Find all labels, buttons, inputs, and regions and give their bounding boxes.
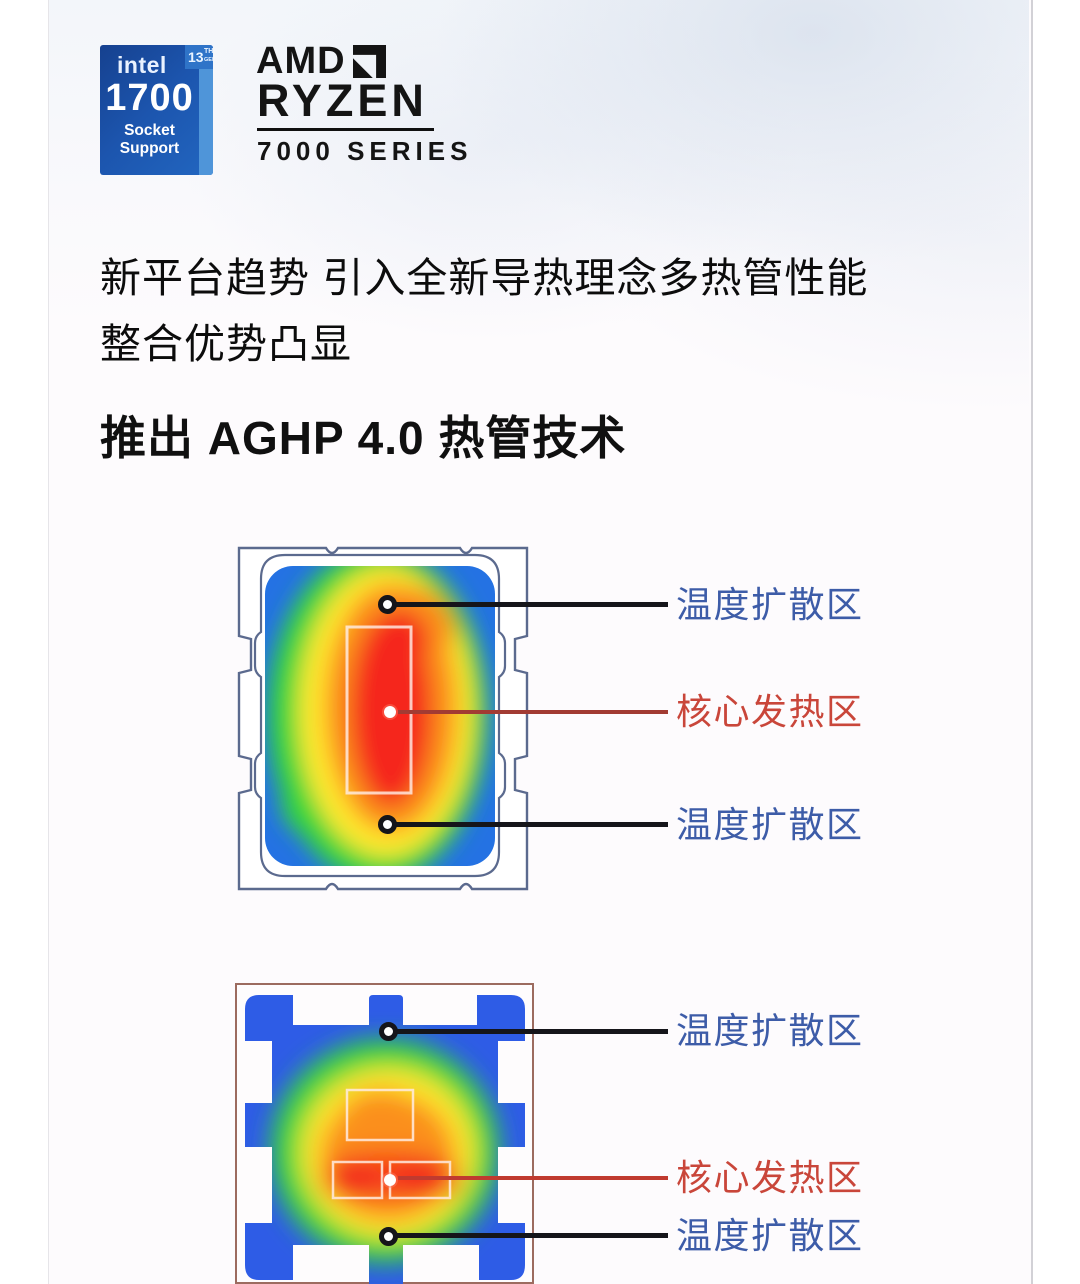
intel-brand-label: intel: [117, 52, 167, 78]
fig1-middle-callout-line: [398, 710, 668, 714]
socket-support-label: Socket Support: [119, 122, 180, 157]
fig1-top-callout-dot: [378, 595, 397, 614]
socket-number: 1700: [105, 77, 194, 119]
intel-socket-badge: intel 13 TH GEN 1700 Socket Support: [100, 45, 213, 175]
fig2-label-core-hot-zone: 核心发热区: [676, 1157, 864, 1198]
cpu-thermal-diagram-lga1700: [233, 540, 533, 895]
intro-text-line1: 新平台趋势 引入全新导热理念多热管性能: [100, 255, 869, 301]
gen-number: 13: [188, 49, 204, 65]
amd-ryzen-logo: AMD RYZEN 7000 SERIES: [256, 40, 476, 166]
amd-brand-row: AMD: [256, 40, 386, 82]
fig1-middle-callout-dot: [384, 706, 396, 718]
ryzen-series-label: RYZEN: [257, 75, 428, 126]
fig1-top-callout-line: [396, 602, 668, 607]
amd-brand-label: AMD: [256, 40, 346, 82]
fig2-label-heat-spread-bottom: 温度扩散区: [676, 1215, 864, 1256]
fig2-bottom-callout-dot: [379, 1227, 398, 1246]
gen-word: GEN: [204, 57, 213, 63]
fig1-label-core-hot-zone: 核心发热区: [676, 691, 864, 732]
amd-arrow-icon: [352, 44, 386, 78]
fig1-label-heat-spread-top: 温度扩散区: [676, 584, 864, 625]
badge-accent-strip: [199, 69, 213, 175]
fig2-top-callout-line: [397, 1029, 668, 1034]
badge-main: 1700 Socket Support: [100, 77, 199, 158]
content-card: [48, 0, 1033, 1284]
intel-gen-box: 13 TH GEN: [185, 45, 213, 69]
intro-text-line2: 整合优势凸显: [100, 321, 352, 367]
fig1-bottom-callout-line: [396, 822, 668, 827]
fig2-middle-callout-line: [398, 1176, 668, 1180]
page-title: 推出 AGHP 4.0 热管技术: [100, 412, 627, 464]
7000-series-label: 7000 SERIES: [257, 136, 473, 166]
gen-suffix: TH: [204, 48, 213, 55]
fig1-label-heat-spread-bottom: 温度扩散区: [676, 804, 864, 845]
fig2-top-callout-dot: [379, 1022, 398, 1041]
logo-divider: [257, 128, 434, 131]
fig1-bottom-callout-dot: [378, 815, 397, 834]
fig2-label-heat-spread-top: 温度扩散区: [676, 1010, 864, 1051]
fig2-middle-callout-dot: [384, 1174, 396, 1186]
fig2-bottom-callout-line: [397, 1233, 668, 1238]
